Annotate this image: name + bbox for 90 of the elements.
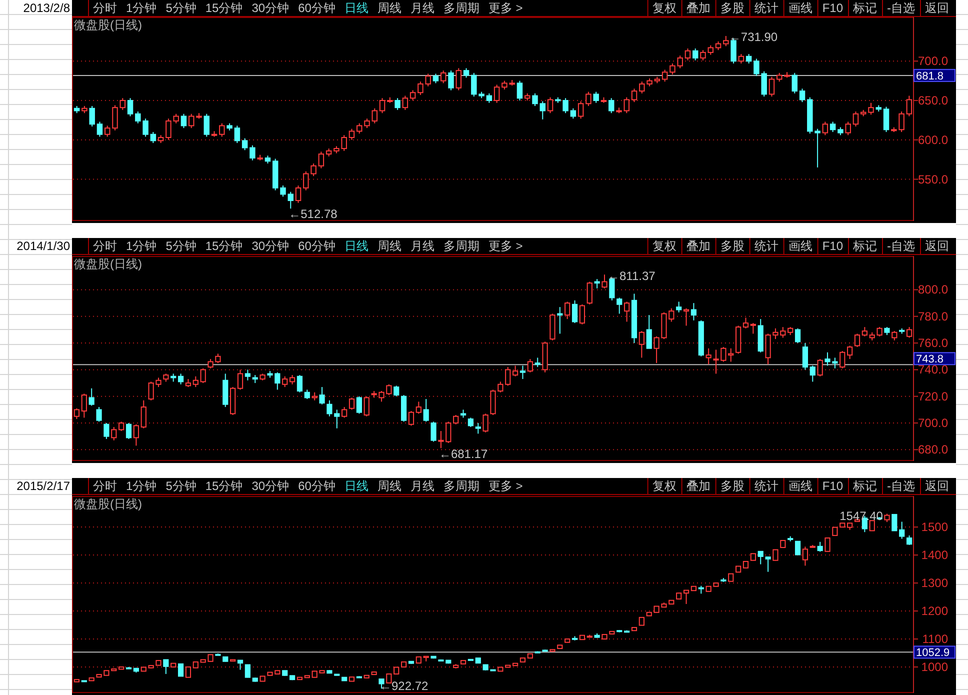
text: 标记 — [852, 239, 877, 253]
text: 2014/1/30 — [16, 239, 70, 253]
y-tick-label: 780.0 — [918, 309, 948, 324]
text: F10 — [822, 1, 844, 15]
text: 画线 — [788, 479, 812, 493]
text: 多股 — [720, 239, 744, 253]
text: 月线 — [410, 479, 434, 493]
y-tick-label: 550.0 — [918, 172, 948, 186]
text: 周线 — [377, 479, 402, 493]
text: 2015/2/17 — [16, 479, 70, 493]
y-tick-label: 700.0 — [918, 416, 948, 430]
text: 60分钟 — [298, 1, 336, 15]
text: -自选 — [887, 239, 915, 253]
text: 15分钟 — [205, 479, 243, 493]
text: -自选 — [887, 1, 915, 15]
text: 多周期 — [443, 479, 480, 493]
y-tick-label: 1400 — [921, 548, 948, 562]
chart-title: 微盘股(日线) — [74, 497, 142, 511]
annotation: ←512.78 — [288, 207, 338, 221]
text: 多周期 — [443, 1, 480, 15]
text: 30分钟 — [252, 239, 290, 253]
text: 1分钟 — [126, 479, 157, 493]
y-tick-label: 1000 — [921, 660, 948, 674]
text: 5分钟 — [166, 1, 196, 15]
y-tick-label: 600.0 — [918, 132, 948, 147]
text: F10 — [822, 239, 844, 253]
annotation: 1547.40 — [840, 509, 884, 523]
text: 返回 — [925, 239, 949, 253]
text: 复权 — [652, 479, 676, 493]
text: 标记 — [852, 1, 877, 15]
text: 15分钟 — [205, 1, 243, 15]
text: 画线 — [788, 1, 812, 15]
text: 分时 — [93, 239, 117, 253]
text: 5分钟 — [166, 239, 196, 253]
text: 周线 — [377, 239, 402, 253]
text: 分时 — [93, 1, 117, 15]
text: 1分钟 — [126, 1, 157, 15]
y-tick-label: 1500 — [921, 520, 948, 534]
text: 2013/2/8 — [23, 1, 70, 15]
text: 返回 — [925, 479, 949, 493]
text: 更多 > — [488, 479, 523, 493]
text: 周线 — [377, 1, 402, 15]
text: 多股 — [720, 1, 744, 15]
annotation: ←681.17 — [438, 447, 488, 461]
text: 叠加 — [686, 479, 710, 493]
text: 多股 — [720, 479, 744, 493]
text: 画线 — [788, 239, 812, 253]
text: 分时 — [93, 479, 117, 493]
ref-line-label: 1052.9 — [916, 647, 950, 660]
text: 统计 — [754, 479, 778, 493]
text: 标记 — [852, 479, 877, 493]
y-tick-label: 1300 — [921, 576, 948, 590]
y-tick-label: 800.0 — [918, 282, 948, 297]
text: 60分钟 — [298, 479, 336, 493]
text: 复权 — [652, 239, 676, 253]
text: 更多 > — [488, 1, 523, 15]
text: 复权 — [652, 1, 676, 15]
text: 日线 — [344, 239, 368, 253]
annotation: ←811.37 — [608, 269, 656, 283]
chart-title: 微盘股(日线) — [74, 257, 142, 271]
y-tick-label: 1100 — [922, 632, 948, 646]
text: 叠加 — [686, 239, 710, 253]
text: 月线 — [410, 239, 434, 253]
ref-line-label: 681.8 — [916, 70, 944, 82]
text: 5分钟 — [166, 479, 196, 493]
text: 叠加 — [686, 1, 710, 15]
text: 统计 — [754, 239, 778, 253]
y-tick-label: 700.0 — [918, 54, 948, 68]
text: F10 — [822, 479, 844, 493]
y-tick-label: 1200 — [921, 604, 948, 618]
y-tick-label: 650.0 — [918, 93, 948, 108]
text: 60分钟 — [298, 239, 336, 253]
y-tick-label: 680.0 — [918, 442, 948, 457]
y-tick-label: 760.0 — [918, 336, 948, 350]
text: 15分钟 — [205, 239, 243, 253]
y-tick-label: 720.0 — [918, 389, 948, 404]
text: 更多 > — [488, 239, 523, 253]
text: 30分钟 — [252, 1, 290, 15]
text: 1分钟 — [126, 239, 157, 253]
chart-title: 微盘股(日线) — [74, 18, 142, 32]
text: 返回 — [925, 1, 949, 15]
annotation: ←731.90 — [728, 30, 778, 44]
annotation: ←922.72 — [379, 679, 429, 693]
text: 日线 — [344, 1, 368, 15]
text: 统计 — [754, 1, 778, 15]
text: 30分钟 — [252, 479, 290, 493]
text: -自选 — [887, 479, 915, 493]
text: 日线 — [344, 479, 368, 493]
text: 月线 — [410, 1, 434, 15]
text: 多周期 — [443, 239, 480, 253]
